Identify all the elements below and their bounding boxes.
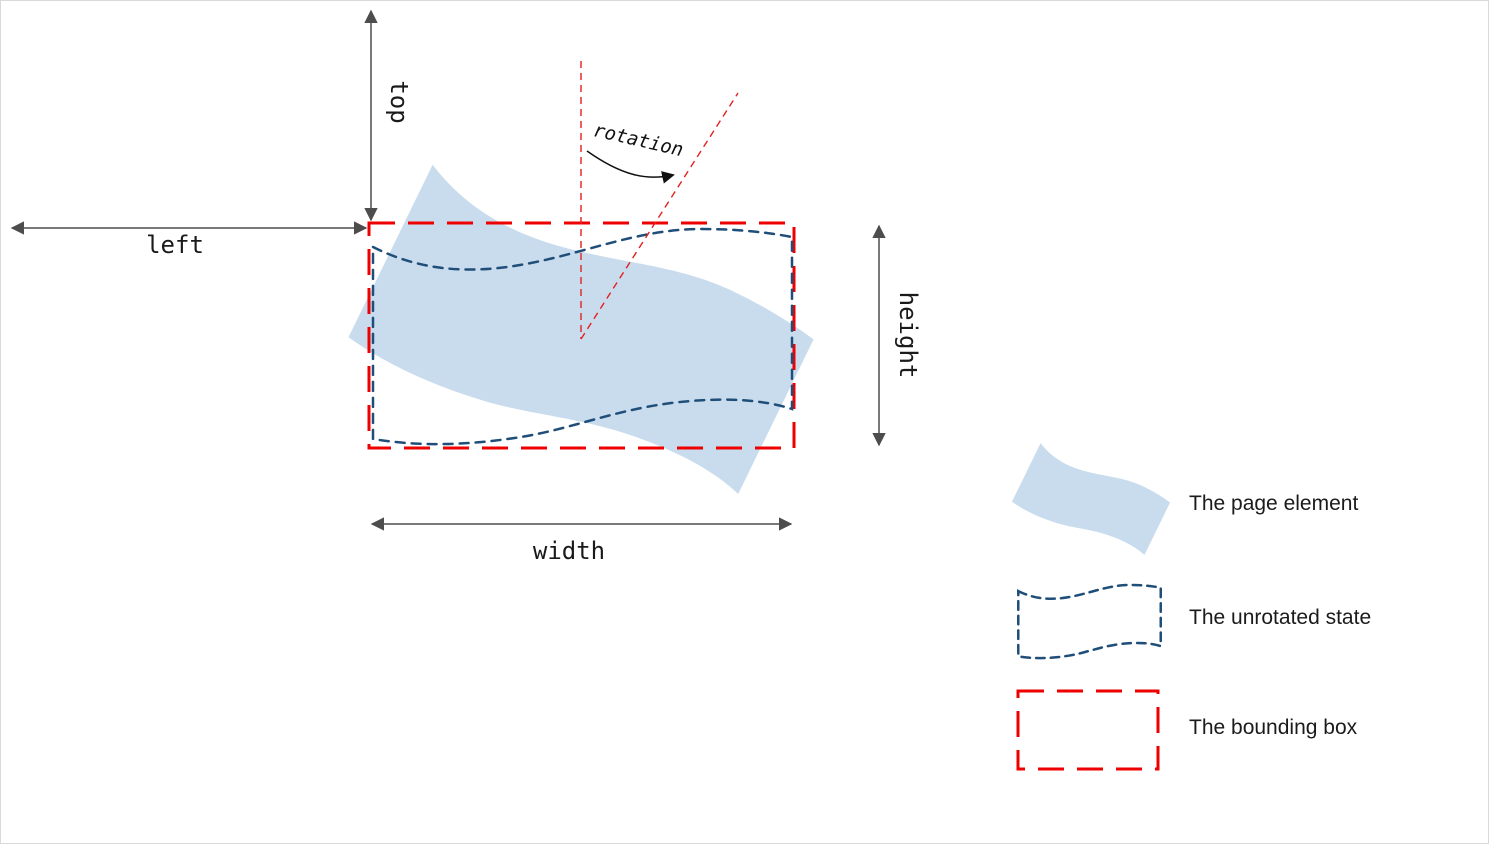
legend-unrotated-label: The unrotated state: [1189, 606, 1371, 629]
legend-page-element-label: The page element: [1189, 492, 1358, 515]
legend: The page element The unrotated state The…: [1011, 437, 1371, 771]
height-label: height: [894, 292, 922, 379]
rotation-angle-line: [580, 92, 739, 340]
left-label: left: [146, 231, 204, 259]
legend-bounding-box-label: The bounding box: [1189, 716, 1358, 739]
rotation-label: rotation: [591, 119, 685, 161]
legend-bounding-box-swatch: [1016, 689, 1160, 771]
legend-unrotated-swatch: [1017, 583, 1162, 660]
width-label: width: [533, 537, 605, 565]
top-label: top: [385, 80, 413, 123]
legend-page-element-swatch: [1011, 437, 1172, 566]
rotation-arc-arrow: [586, 150, 675, 184]
